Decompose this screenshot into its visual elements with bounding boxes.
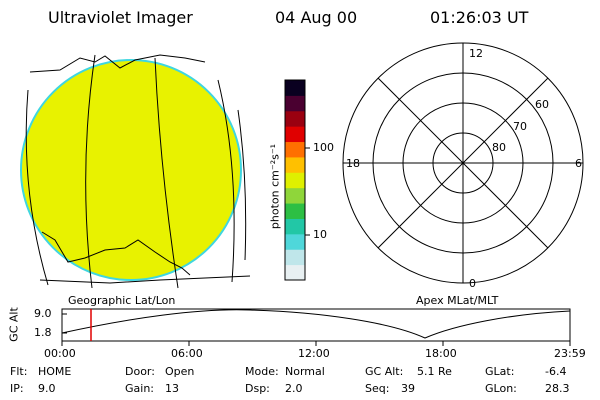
colorbar-tick-10: 10: [313, 228, 327, 241]
time-label: 01:26:03 UT: [430, 8, 529, 27]
colorbar-band: [285, 95, 305, 112]
mlt-label-0: 0: [469, 277, 476, 290]
instrument-title: Ultraviolet Imager: [48, 8, 193, 27]
colorbar-band: [285, 156, 305, 173]
colorbar-tick-100: 100: [313, 141, 334, 154]
flt-value: HOME: [38, 365, 72, 378]
altitude-ytick-high: 9.0: [34, 307, 52, 320]
door-label: Door:: [125, 365, 155, 378]
polar-plot-title: Apex MLat/MLT: [416, 294, 499, 307]
seq-label: Seq:: [365, 382, 390, 395]
earth-image: [20, 54, 251, 289]
dsp-value: 2.0: [285, 382, 303, 395]
ip-value: 9.0: [38, 382, 56, 395]
lat-label-70: 70: [513, 120, 527, 133]
colorbar-band: [285, 218, 305, 235]
mlt-label-12: 12: [469, 47, 483, 60]
colorbar-band: [285, 110, 305, 127]
colorbar-band: [285, 187, 305, 204]
colorbar-band: [285, 203, 305, 219]
time-tick-2359: 23:59: [554, 347, 586, 360]
lat-label-80: 80: [492, 141, 506, 154]
colorbar: [284, 79, 310, 281]
seq-value: 39: [401, 382, 415, 395]
ip-label: IP:: [10, 382, 24, 395]
flt-label: Flt:: [10, 365, 28, 378]
mode-value: Normal: [285, 365, 325, 378]
colorbar-band: [285, 249, 305, 266]
glon-label: GLon:: [485, 382, 517, 395]
colorbar-band: [285, 126, 305, 143]
time-tick-0000: 00:00: [44, 347, 76, 360]
mlt-label-6: 6: [575, 157, 582, 170]
mlt-label-18: 18: [346, 157, 360, 170]
geo-plot-title: Geographic Lat/Lon: [68, 294, 176, 307]
colorbar-band: [285, 141, 305, 158]
date-label: 04 Aug 00: [275, 8, 358, 27]
gain-value: 13: [165, 382, 179, 395]
gain-label: Gain:: [125, 382, 154, 395]
lat-label-60: 60: [535, 98, 549, 111]
colorbar-band: [285, 233, 305, 250]
time-tick-0600: 06:00: [171, 347, 203, 360]
altitude-plot: [61, 308, 571, 346]
glon-value: 28.3: [545, 382, 570, 395]
time-tick-1800: 18:00: [425, 347, 457, 360]
colorbar-band: [285, 80, 305, 96]
dsp-label: Dsp:: [245, 382, 270, 395]
polar-grid: [342, 42, 584, 284]
mode-label: Mode:: [245, 365, 279, 378]
altitude-ytick-low: 1.8: [34, 326, 52, 339]
gcalt-label: GC Alt:: [365, 365, 404, 378]
door-value: Open: [165, 365, 195, 378]
glat-label: GLat:: [485, 365, 515, 378]
gcalt-value: 5.1 Re: [417, 365, 452, 378]
colorbar-band: [285, 264, 305, 281]
time-tick-1200: 12:00: [298, 347, 330, 360]
altitude-ylabel: GC Alt: [7, 307, 21, 342]
glat-value: -6.4: [545, 365, 567, 378]
colorbar-band: [285, 172, 305, 189]
colorbar-unit-label: photon cm⁻²s⁻¹: [268, 143, 282, 230]
